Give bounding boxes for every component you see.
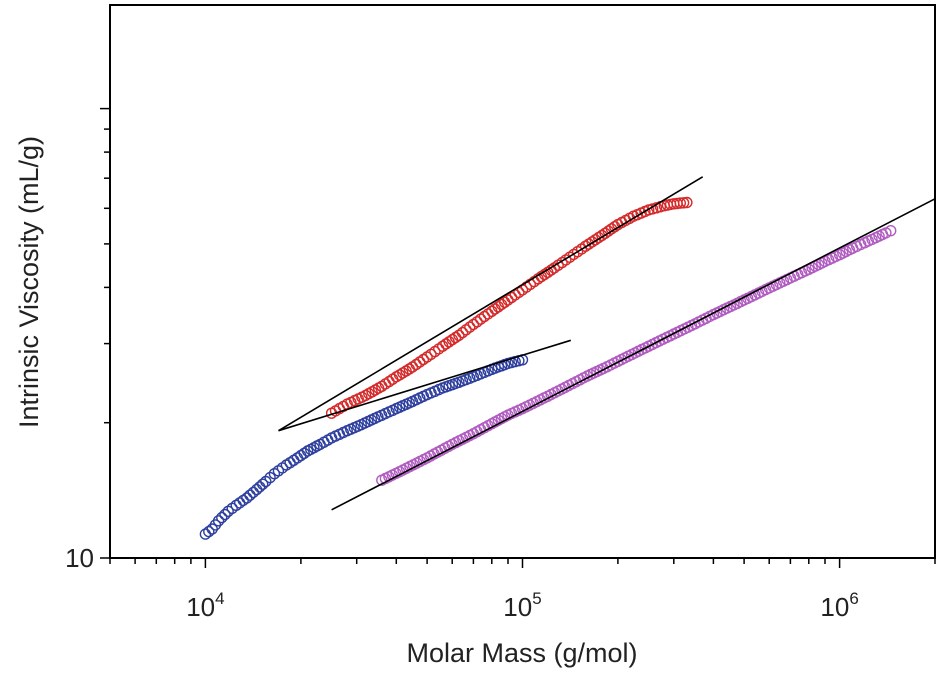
y-tick-label: 10 [65, 543, 94, 573]
data-point-blue [254, 481, 266, 493]
data-point-blue [216, 511, 228, 524]
data-point-magenta [885, 224, 897, 237]
data-point-red [677, 197, 690, 209]
series-magenta [331, 198, 936, 511]
data-point-red [681, 196, 693, 209]
x-axis-label: Molar Mass (g/mol) [406, 638, 637, 668]
data-point-blue [219, 508, 231, 521]
x-tick-label: 104 [186, 589, 224, 622]
data-point-blue [244, 489, 256, 501]
data-point-red [464, 321, 476, 333]
data-point-blue [199, 528, 212, 540]
series-red [278, 176, 704, 432]
series-blue [199, 339, 572, 540]
x-tick-label: 105 [503, 589, 541, 622]
fit-line-red [278, 176, 704, 432]
data-point-red [674, 197, 686, 209]
data-point-blue [203, 525, 215, 538]
data-point-blue [212, 515, 225, 527]
plot-frame [109, 4, 936, 559]
data-point-blue [257, 478, 269, 490]
fit-line-magenta [331, 198, 936, 511]
data-point-red [471, 316, 483, 328]
data-point-red [453, 329, 465, 341]
x-tick-label: 106 [820, 589, 858, 622]
data-point-red [456, 326, 469, 339]
axis-tick-labels: 104 105 106 10 [65, 543, 859, 622]
data-point-blue [241, 492, 253, 504]
y-axis-label: Intrinsic Viscosity (mL/g) [14, 136, 44, 428]
plot-area [199, 176, 936, 540]
axis-ticks [100, 107, 936, 568]
fit-line-blue [278, 339, 572, 432]
